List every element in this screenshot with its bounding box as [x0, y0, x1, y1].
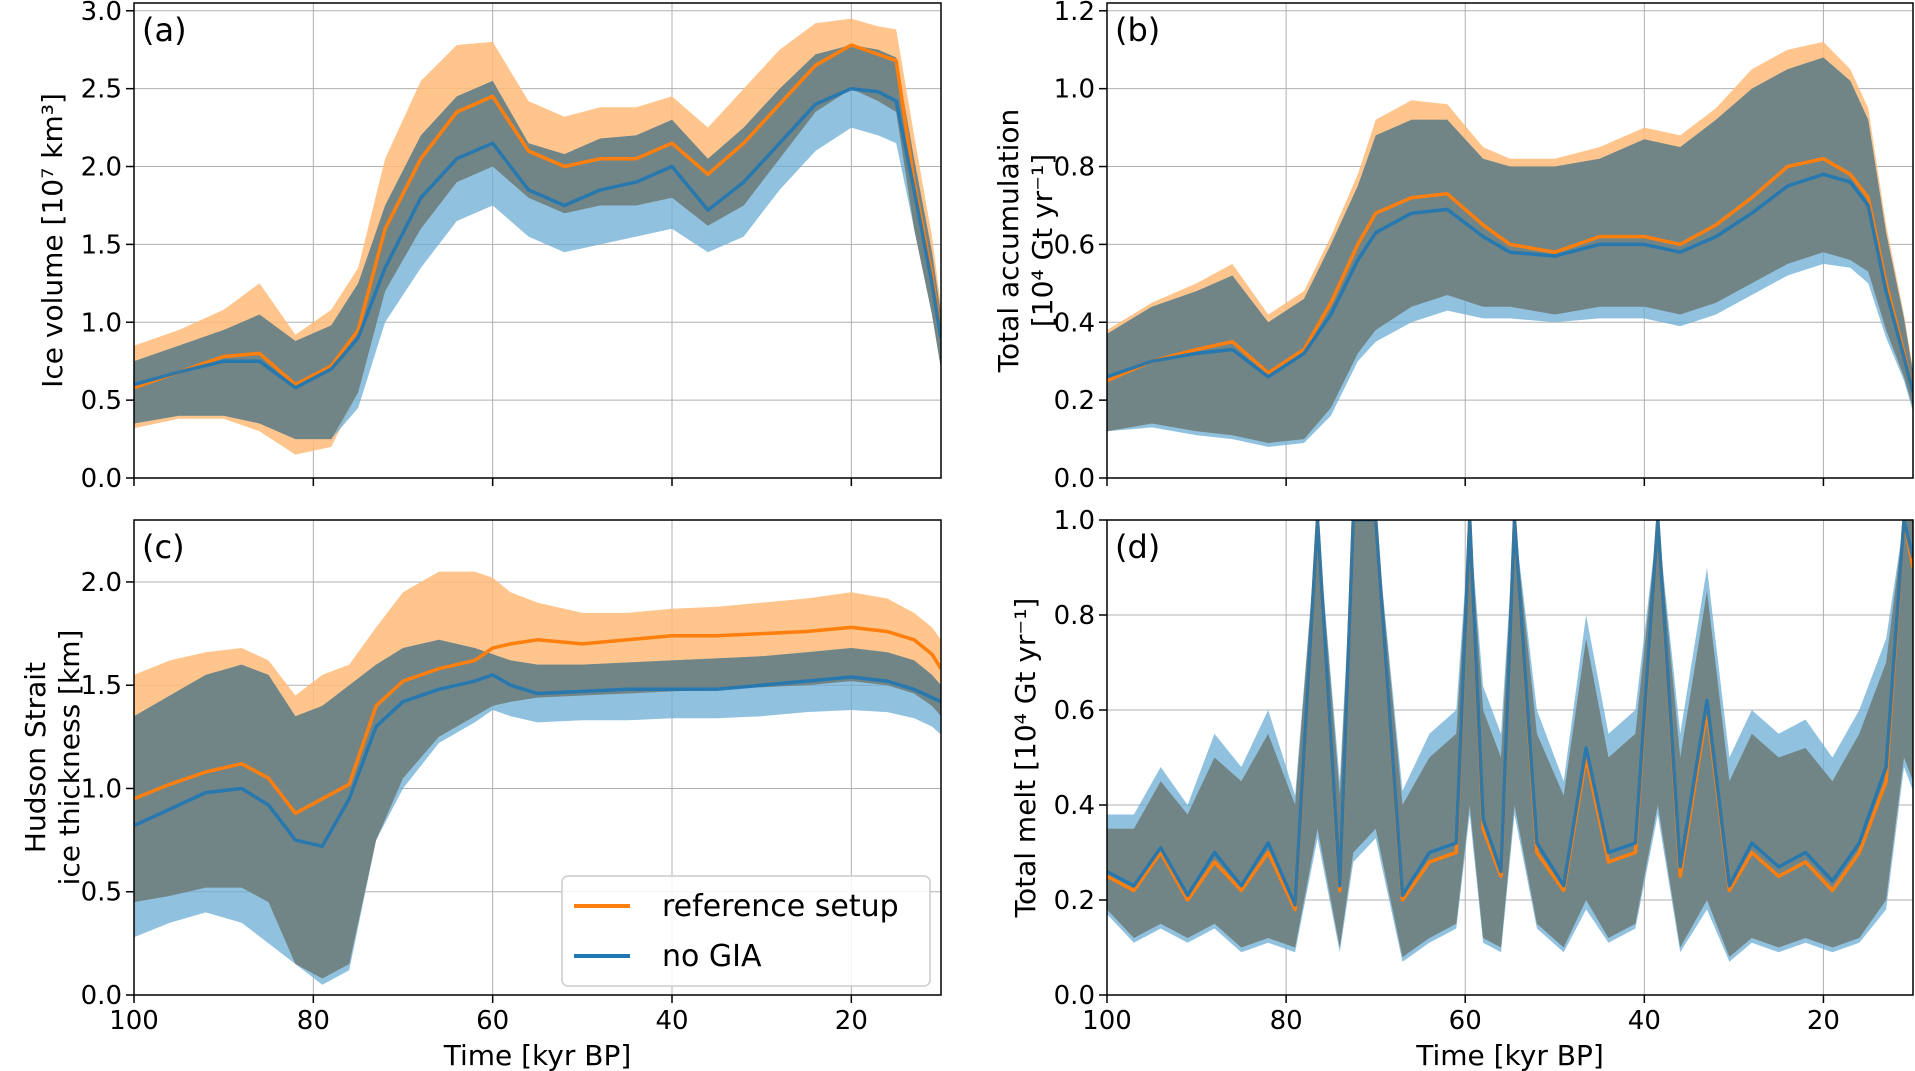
- y-tick-label: 1.0: [81, 308, 122, 338]
- panel-label: (b): [1115, 11, 1160, 49]
- axes-frame: [1106, 2, 1914, 479]
- axes-frame: [133, 519, 942, 996]
- x-tick-label: 60: [476, 1006, 509, 1036]
- x-tick-label: 80: [297, 1006, 330, 1036]
- panel-4: 100 80 60 40 20 0.0 0.2 0.4 0.6 0.8 1.0 (d) Total me…: [1009, 506, 1914, 1071]
- panel-2: 0.0 0.2 0.4 0.6 0.8 1.0 1.2 (b) Total accumulati…: [992, 0, 1914, 494]
- y-tick-label: 0.2: [1054, 386, 1095, 416]
- y-tick-label: 2.0: [81, 153, 122, 183]
- line-no-gia: [1107, 520, 1913, 907]
- y-axis-label: Ice volume [10⁷ km³]: [36, 93, 69, 388]
- x-tick-label: 20: [1807, 1006, 1840, 1036]
- line-reference-setup: [134, 625, 941, 816]
- y-tick-label: 0.4: [1054, 308, 1095, 338]
- y-tick-label: 2.5: [81, 75, 122, 105]
- y-tick-label: 0.2: [1054, 886, 1095, 916]
- line-reference-setup: [1107, 156, 1913, 393]
- x-tick-label: 40: [655, 1006, 688, 1036]
- y-tick-label: 0.6: [1054, 230, 1095, 260]
- plot-area: [134, 18, 941, 455]
- band-overlap: [134, 639, 941, 979]
- line-no-gia: [1107, 172, 1913, 393]
- axes-frame: [133, 2, 942, 479]
- band-overlap: [134, 45, 941, 440]
- y-tick-label: 1.0: [81, 774, 122, 804]
- y-tick-label: 2.0: [81, 568, 122, 598]
- y-axis-label: [10⁴ Gt yr⁻¹]: [1026, 154, 1059, 327]
- y-tick-label: 0.0: [1054, 981, 1095, 1011]
- y-tick-label: 0.8: [1054, 601, 1095, 631]
- panel-label: (c): [142, 528, 185, 566]
- y-tick-label: 0.5: [81, 878, 122, 908]
- y-tick-label: 0.0: [81, 981, 122, 1011]
- legend-label: reference setup: [662, 889, 899, 924]
- legend-box: [561, 875, 931, 987]
- panel-label: (d): [1115, 528, 1160, 566]
- y-tick-label: 1.2: [1054, 0, 1095, 27]
- band-overlap: [1107, 520, 1913, 957]
- panel-1: 0.0 0.5 1.0 1.5 2.0 2.5 3.0 (a) Ice volume [10⁷ …: [36, 0, 942, 494]
- plot-area: [1107, 41, 1913, 447]
- panel-label: (a): [142, 11, 187, 49]
- y-tick-label: 0.0: [1054, 464, 1095, 494]
- y-tick-label: 3.0: [81, 0, 122, 27]
- y-tick-label: 1.5: [81, 671, 122, 701]
- y-tick-label: 1.0: [1054, 506, 1095, 536]
- y-tick-label: 0.5: [81, 386, 122, 416]
- y-tick-label: 0.8: [1054, 153, 1095, 183]
- line-no-gia: [134, 86, 941, 390]
- y-axis-label: Total melt [10⁴ Gt yr⁻¹]: [1009, 598, 1042, 919]
- legend-label: no GIA: [662, 939, 762, 974]
- x-tick-label: 80: [1270, 1006, 1303, 1036]
- panel-3: 100 80 60 40 20 0.0 0.5 1.0 1.5 2.0 (c) Hudson Stra…: [19, 519, 942, 1071]
- y-axis-label: Hudson Strait: [19, 662, 52, 853]
- plot-area: [134, 571, 941, 985]
- y-axis-label: Total accumulation: [992, 109, 1025, 374]
- line-no-gia: [134, 673, 941, 849]
- y-tick-label: 0.4: [1054, 791, 1095, 821]
- legend: reference setup no GIA: [561, 875, 931, 987]
- x-tick-label: 20: [835, 1006, 868, 1036]
- line-reference-setup: [134, 43, 941, 390]
- y-tick-label: 1.5: [81, 230, 122, 260]
- x-tick-label: 100: [109, 1006, 159, 1036]
- x-axis-label: Time [kyr BP]: [1415, 1039, 1604, 1071]
- x-tick-label: 100: [1082, 1006, 1132, 1036]
- x-tick-label: 40: [1628, 1006, 1661, 1036]
- y-tick-label: 0.0: [81, 464, 122, 494]
- x-axis-label: Time [kyr BP]: [443, 1039, 632, 1071]
- y-tick-label: 1.0: [1054, 75, 1095, 105]
- y-tick-label: 0.6: [1054, 696, 1095, 726]
- axes-frame: [1106, 519, 1914, 996]
- y-axis-label: ice thickness [km]: [53, 630, 86, 886]
- x-tick-label: 60: [1449, 1006, 1482, 1036]
- plot-area: [1107, 520, 1913, 962]
